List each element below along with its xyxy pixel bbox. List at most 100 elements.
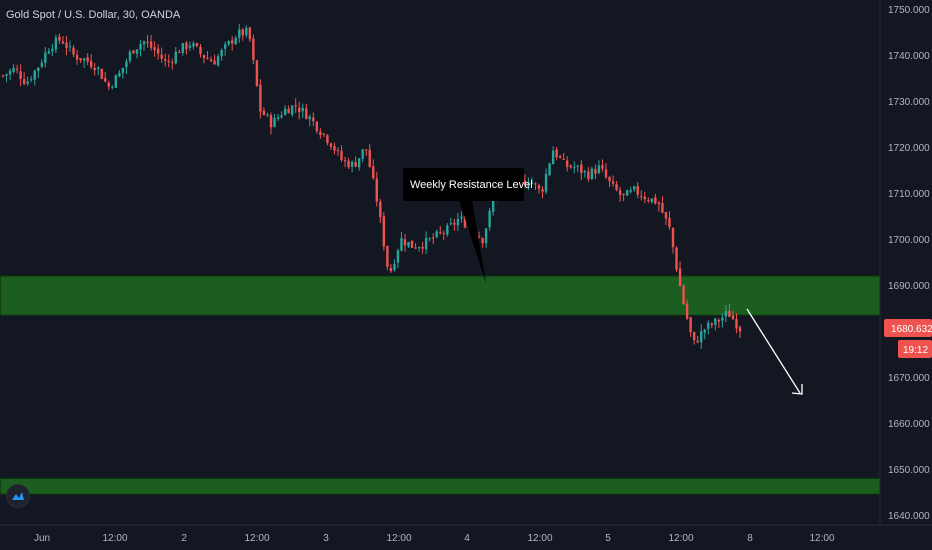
candle-body <box>710 323 713 326</box>
candle-body <box>414 247 417 249</box>
candle-body <box>678 268 682 287</box>
candle-body <box>5 74 8 76</box>
candle-body <box>220 50 223 57</box>
candle-body <box>89 60 93 68</box>
price-tick-label: 1650.000 <box>888 465 930 476</box>
current-price-label: 1680.632 <box>891 324 932 335</box>
candle-body <box>481 238 484 244</box>
time-tick-label: Jun <box>34 533 50 544</box>
price-tick-label: 1740.000 <box>888 51 930 62</box>
candle-body <box>386 246 389 267</box>
candle-body <box>86 57 89 62</box>
candle-body <box>608 176 611 182</box>
candle-body <box>97 67 100 70</box>
candle-body <box>654 197 657 204</box>
candle-body <box>336 149 340 151</box>
candle-body <box>259 84 262 112</box>
candle-body <box>675 247 678 270</box>
candle-body <box>72 47 75 55</box>
candle-body <box>245 27 248 36</box>
candle-body <box>604 169 608 178</box>
time-tick-label: 8 <box>747 533 753 544</box>
candle-body <box>407 242 410 247</box>
candle-body <box>700 331 703 343</box>
candle-body <box>51 48 54 52</box>
candle-body <box>33 70 36 80</box>
candle-body <box>142 41 146 45</box>
candle-body <box>329 143 333 147</box>
zone-0 <box>0 275 881 316</box>
candle-body <box>241 29 244 36</box>
candle-body <box>171 62 174 64</box>
candle-body <box>696 340 699 343</box>
price-tick-label: 1720.000 <box>888 143 930 154</box>
candle-body <box>717 320 721 322</box>
candle-body <box>75 54 79 60</box>
candle-body <box>315 121 319 132</box>
candle-body <box>657 202 661 205</box>
candle-body <box>439 231 442 233</box>
candle-body <box>428 238 431 240</box>
candle-body <box>114 75 118 88</box>
candle-body <box>156 48 160 54</box>
candle-body <box>19 71 22 80</box>
price-tick-label: 1640.000 <box>888 511 930 522</box>
candle-body <box>611 181 615 184</box>
candle-body <box>322 133 326 135</box>
price-badges: 1680.632 19:12 <box>884 319 932 358</box>
candle-body <box>26 81 29 84</box>
candle-body <box>685 303 689 319</box>
time-tick-label: 12:00 <box>102 533 127 544</box>
candle-body <box>491 200 495 212</box>
candle-body <box>562 158 565 160</box>
candle-body <box>266 114 269 116</box>
candle-body <box>357 158 361 168</box>
candle-body <box>389 267 393 272</box>
candles-layer <box>1 23 742 349</box>
tradingview-logo[interactable] <box>6 484 30 508</box>
candle-body <box>283 108 287 115</box>
candle-body <box>139 44 142 50</box>
time-axis[interactable]: Jun 12:00 2 12:00 3 12:00 4 12:00 5 12:00 8 12:00 <box>0 524 932 550</box>
candle-body <box>125 61 128 68</box>
candle-body <box>65 42 68 49</box>
time-tick-label: 12:00 <box>244 533 269 544</box>
candle-body <box>432 237 435 239</box>
candle-body <box>640 195 643 197</box>
candle-body <box>199 46 202 54</box>
candle-body <box>269 115 273 128</box>
time-tick-label: 5 <box>605 533 611 544</box>
annotation-box <box>403 168 524 201</box>
price-tick-label: 1660.000 <box>888 419 930 430</box>
candle-body <box>537 185 541 189</box>
candle-body <box>597 165 601 174</box>
candle-body <box>30 79 33 81</box>
zones-layer <box>0 275 881 495</box>
price-axis[interactable]: 1750.000 1740.000 1730.000 1720.000 1710.000… <box>879 0 932 525</box>
candle-body <box>435 231 438 238</box>
candle-body <box>453 222 456 225</box>
candle-body <box>326 135 329 143</box>
candle-body <box>566 160 569 167</box>
candle-body <box>216 56 220 66</box>
candle-body <box>417 247 421 249</box>
time-tick-label: 12:00 <box>668 533 693 544</box>
candle-body <box>333 146 336 151</box>
candle-body <box>107 82 110 87</box>
tradingview-logo-icon <box>12 492 24 500</box>
candle-body <box>703 329 706 333</box>
candle-body <box>707 322 710 329</box>
candle-body <box>167 60 170 62</box>
candle-body <box>8 70 12 75</box>
candle-body <box>61 41 65 44</box>
candle-body <box>223 44 227 49</box>
annotation-text: Weekly Resistance Level <box>410 179 533 191</box>
candle-body <box>622 193 625 195</box>
candle-body <box>195 43 199 47</box>
time-tick-label: 12:00 <box>809 533 834 544</box>
overlay-layer: Weekly Resistance Level <box>403 168 803 395</box>
candle-body <box>347 160 350 168</box>
candle-body <box>312 117 315 122</box>
